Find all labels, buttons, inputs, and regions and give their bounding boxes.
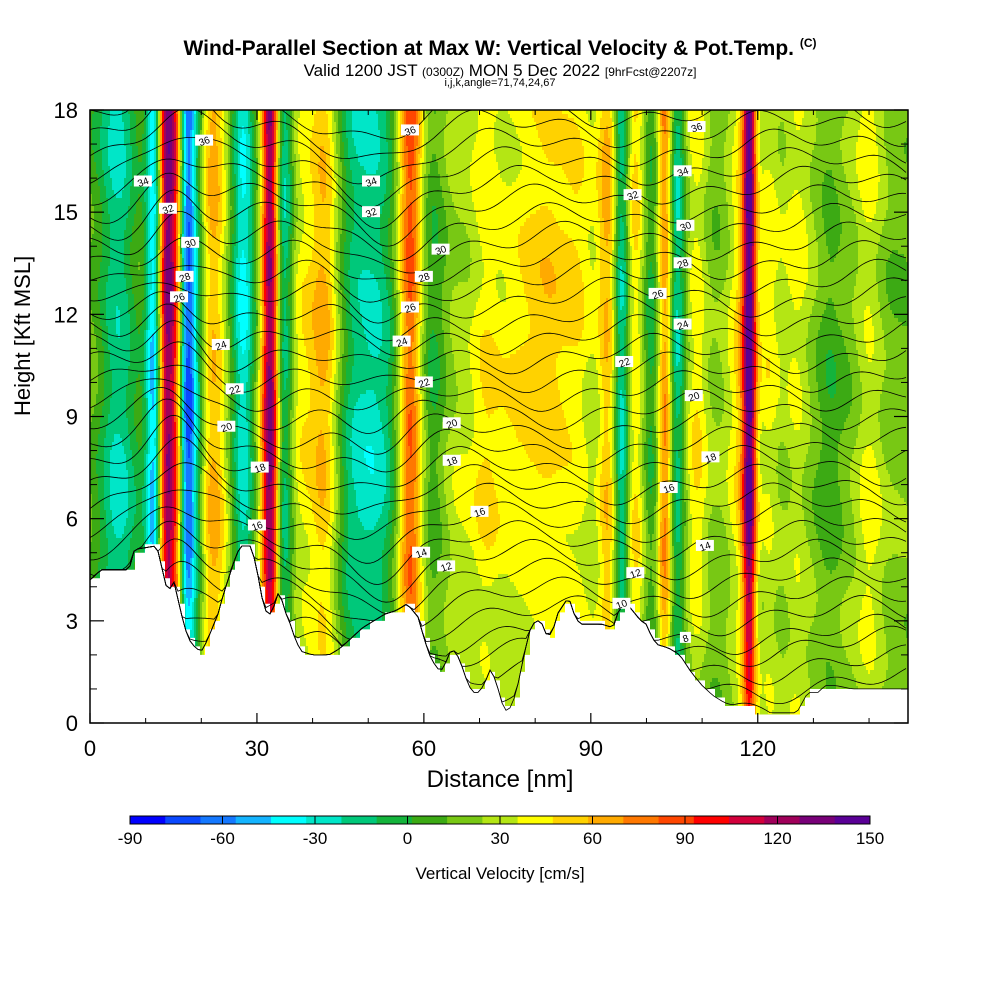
- cross-section-plot: 3634323028262422201816363432302826242220…: [0, 0, 1000, 1000]
